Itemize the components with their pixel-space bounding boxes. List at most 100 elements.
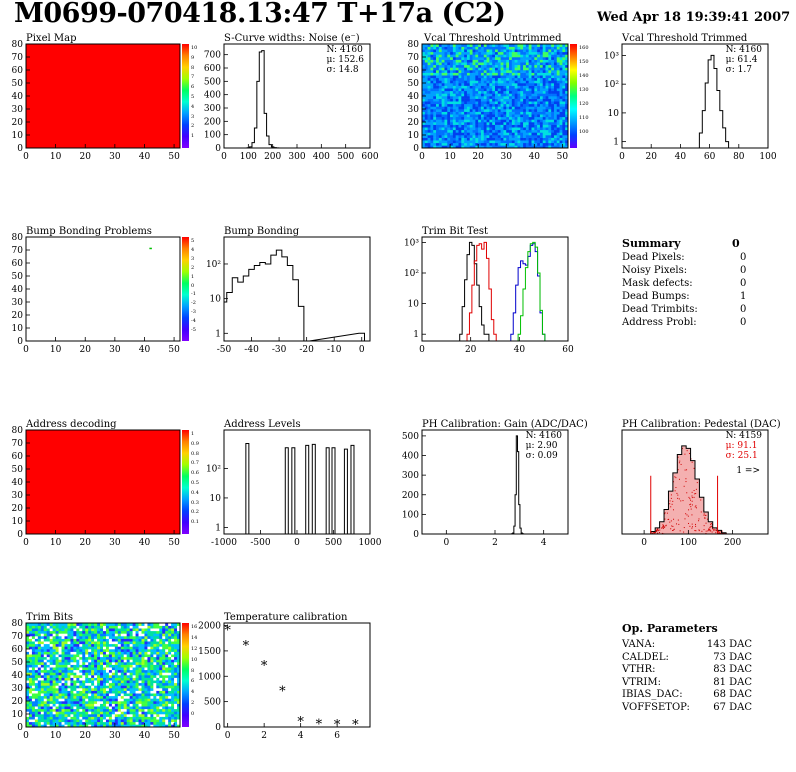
histogram-dot — [673, 518, 675, 520]
heatmap-cell — [469, 44, 473, 47]
heatmap-cell — [511, 90, 515, 94]
heatmap-cell — [162, 677, 166, 681]
heatmap-cell — [97, 643, 101, 647]
heatmap-cell — [447, 122, 451, 125]
heatmap-cell — [28, 703, 33, 707]
x-tick-label: 0 — [419, 152, 425, 162]
heatmap-cell — [159, 711, 163, 715]
heatmap-cell — [424, 98, 428, 102]
heatmap-cell — [132, 693, 136, 697]
heatmap-cell — [436, 96, 440, 99]
heatmap-cell — [480, 137, 485, 141]
heatmap-cell — [126, 690, 130, 694]
heatmap-cell — [135, 659, 139, 663]
heatmap-cell — [438, 129, 442, 133]
heatmap-cell — [52, 675, 56, 678]
heatmap-cell — [26, 677, 30, 681]
histogram-dot — [691, 497, 693, 499]
heatmap-cell — [73, 675, 77, 678]
heatmap-cell — [61, 682, 65, 686]
heatmap-cell — [548, 109, 552, 112]
heatmap-cell — [26, 724, 30, 728]
heatmap-cell — [452, 70, 456, 73]
histogram-outline — [698, 54, 730, 148]
heatmap-cell — [126, 651, 130, 655]
y-tick-label: 200 — [204, 117, 221, 127]
heatmap-cell — [31, 669, 36, 673]
heatmap-cell — [159, 630, 163, 634]
heatmap-cell — [85, 721, 89, 725]
heatmap-cell — [562, 64, 566, 68]
heatmap-cell — [444, 137, 448, 141]
histogram-dot — [668, 518, 670, 520]
heatmap-cell — [138, 669, 142, 673]
stats-line: N: 4159 — [725, 431, 762, 441]
heatmap-cell — [478, 54, 482, 58]
heatmap-cell — [455, 142, 459, 146]
heatmap-cell — [177, 636, 181, 639]
heatmap-cell — [469, 49, 473, 53]
heatmap-cell — [489, 116, 493, 120]
heatmap-cell — [168, 630, 172, 634]
heatmap-cell — [539, 64, 544, 68]
heatmap-cell — [525, 96, 529, 99]
palette-tick-label: -5 — [191, 327, 196, 334]
heatmap-cell — [556, 77, 560, 81]
heatmap-cell — [64, 646, 68, 650]
heatmap-cell — [422, 129, 426, 133]
heatmap-cell — [49, 716, 53, 720]
heatmap-cell — [466, 114, 471, 118]
heatmap-cell — [111, 669, 116, 673]
heatmap-cell — [461, 90, 465, 94]
palette-tick-label: 10 — [191, 45, 198, 51]
heatmap-cell — [49, 643, 53, 647]
heatmap-cell — [108, 685, 113, 689]
heatmap-cell — [495, 135, 499, 138]
heatmap-cell — [427, 72, 431, 76]
heatmap-cell — [480, 129, 485, 133]
histogram-dot — [675, 523, 677, 525]
ph-pedestal-title: PH Calibration: Pedestal (DAC) — [622, 419, 781, 430]
heatmap-cell — [556, 57, 560, 60]
heatmap-cell — [111, 651, 116, 655]
heatmap-cell — [444, 114, 448, 118]
heatmap-cell — [114, 719, 119, 723]
heatmap-cell — [171, 638, 175, 642]
heatmap-cell — [422, 59, 426, 63]
heatmap-fill — [26, 44, 180, 148]
heatmap-cell — [489, 51, 493, 55]
y-tick-label: 20 — [408, 118, 420, 128]
histogram-dot — [689, 525, 691, 527]
heatmap-cell — [138, 706, 142, 710]
heatmap-cell — [480, 93, 485, 97]
heatmap-cell — [31, 680, 36, 684]
histogram-dot — [705, 530, 707, 532]
heatmap-cell — [120, 659, 125, 663]
heatmap-cell — [562, 109, 566, 112]
heatmap-cell — [495, 90, 499, 94]
heatmap-cell — [67, 708, 71, 712]
heatmap-cell — [438, 122, 442, 125]
heatmap-cell — [472, 129, 476, 133]
heatmap-cell — [40, 664, 45, 668]
heatmap-cell — [500, 83, 504, 86]
heatmap-cell — [458, 101, 462, 105]
heatmap-cell — [132, 711, 136, 715]
x-tick-label: 50 — [168, 345, 180, 355]
heatmap-cell — [100, 721, 104, 725]
heatmap-cell — [466, 101, 471, 105]
heatmap-cell — [497, 90, 501, 94]
heatmap-cell — [177, 667, 181, 671]
heatmap-cell — [37, 693, 42, 697]
heatmap-cell — [156, 716, 160, 720]
heatmap-cell — [545, 67, 549, 71]
histogram-dot — [712, 528, 714, 530]
heatmap-cell — [509, 46, 513, 50]
summary-row-value: 0 — [740, 252, 747, 263]
heatmap-cell — [452, 137, 456, 141]
heatmap-cell — [105, 664, 110, 668]
heatmap-cell — [514, 64, 518, 68]
heatmap-cell — [159, 714, 163, 717]
heatmap-cell — [64, 677, 68, 681]
heatmap-cell — [542, 57, 546, 60]
